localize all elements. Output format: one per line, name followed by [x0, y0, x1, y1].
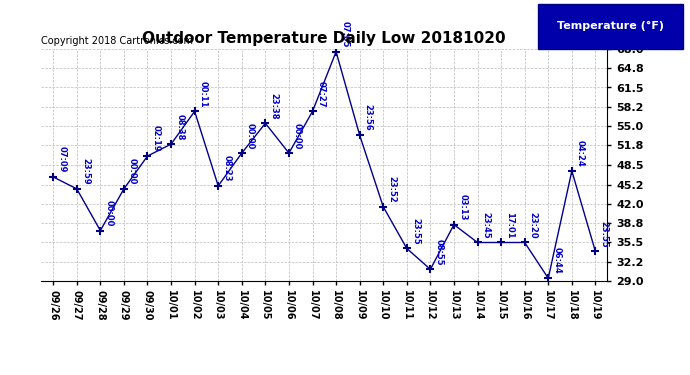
Text: 04:24: 04:24: [576, 140, 585, 167]
Text: 06:44: 06:44: [553, 248, 562, 274]
Text: Copyright 2018 Cartronics.com: Copyright 2018 Cartronics.com: [41, 36, 193, 46]
Text: 00:11: 00:11: [199, 81, 208, 107]
Text: 23:38: 23:38: [270, 93, 279, 119]
Text: 08:38: 08:38: [175, 114, 184, 140]
Text: 07:09: 07:09: [57, 146, 66, 173]
Text: 23:55: 23:55: [411, 217, 420, 244]
Text: 03:13: 03:13: [458, 194, 467, 220]
Text: 08:23: 08:23: [222, 155, 231, 182]
Text: Temperature (°F): Temperature (°F): [557, 21, 664, 31]
Text: 00:00: 00:00: [246, 123, 255, 149]
Text: 08:55: 08:55: [435, 238, 444, 265]
Text: 00:00: 00:00: [128, 158, 137, 184]
Text: 23:55: 23:55: [600, 220, 609, 247]
Text: 17:01: 17:01: [505, 212, 514, 238]
Text: 23:52: 23:52: [387, 176, 396, 203]
Title: Outdoor Temperature Daily Low 20181020: Outdoor Temperature Daily Low 20181020: [143, 31, 506, 46]
Text: 23:59: 23:59: [81, 158, 90, 184]
Text: 00:00: 00:00: [104, 200, 113, 226]
Text: 00:00: 00:00: [293, 123, 302, 149]
Text: 07:27: 07:27: [317, 81, 326, 107]
Text: 23:20: 23:20: [529, 212, 538, 238]
Text: 02:19: 02:19: [152, 125, 161, 152]
Text: 23:56: 23:56: [364, 104, 373, 131]
Text: 07:05: 07:05: [340, 21, 349, 48]
Text: 23:45: 23:45: [482, 211, 491, 238]
